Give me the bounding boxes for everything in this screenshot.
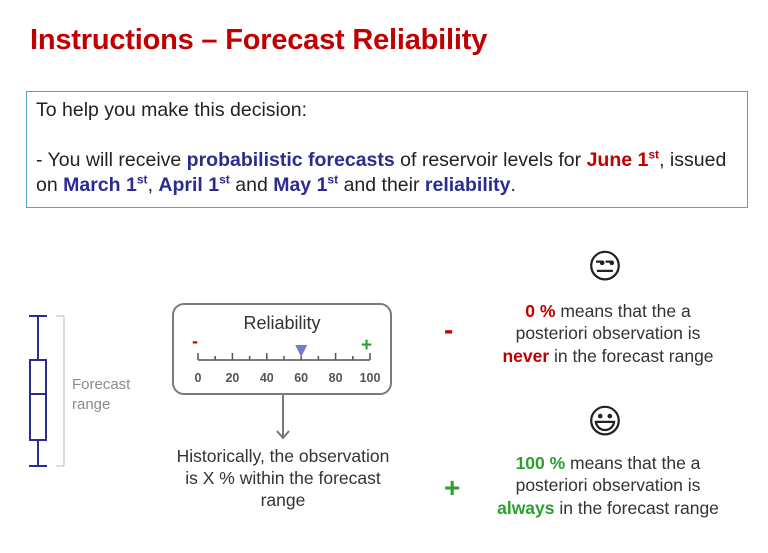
zero-percent-explanation: 0 % means that the a posteriori observat…	[502, 301, 714, 366]
reliability-gauge: Reliability - + 0 20 40 60 80 100	[172, 303, 392, 395]
gauge-tick-label: 20	[225, 371, 240, 385]
gauge-tick-label: 40	[259, 371, 274, 385]
gauge-scale	[197, 345, 371, 361]
reliability-title: Reliability	[243, 313, 321, 333]
historical-explanation: Historically, the observation is X % wit…	[176, 446, 390, 510]
gauge-tick-label: 80	[328, 371, 343, 385]
zero-minus-sign: -	[444, 314, 454, 345]
forecast-range-label: Forecast range	[72, 376, 131, 413]
gauge-marker	[295, 345, 308, 357]
info-intro: To help you make this decision:	[36, 99, 307, 121]
gauge-tick-label: 0	[194, 371, 202, 385]
arrow-down-icon	[276, 395, 290, 440]
page-title: Instructions – Forecast Reliability	[30, 24, 488, 56]
gauge-tick-label: 100	[359, 371, 381, 385]
info-box: To help you make this decision: - You wi…	[26, 91, 748, 208]
gauge-plus-sign: +	[361, 335, 373, 356]
hundred-percent-explanation: 100 % means that the a posteriori observ…	[497, 453, 719, 518]
hundred-plus-sign: +	[444, 472, 461, 503]
unamused-emoji-icon: 😒	[587, 248, 623, 286]
smiling-emoji-icon: 😃	[587, 403, 623, 441]
gauge-minus-sign: -	[192, 331, 198, 351]
info-paragraph: - You will receive probabilistic forecas…	[36, 147, 727, 196]
gauge-tick-label: 60	[294, 371, 309, 385]
boxplot-icon	[29, 315, 65, 467]
